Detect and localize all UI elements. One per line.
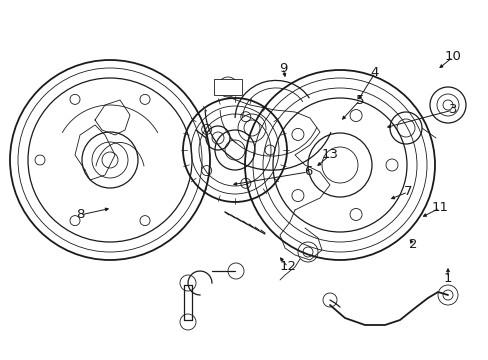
Text: 3: 3 bbox=[448, 104, 456, 117]
Text: 12: 12 bbox=[279, 261, 296, 274]
Text: 13: 13 bbox=[321, 148, 338, 162]
Text: 11: 11 bbox=[430, 202, 447, 215]
Text: 6: 6 bbox=[303, 166, 311, 179]
Text: 5: 5 bbox=[355, 94, 364, 107]
FancyBboxPatch shape bbox=[214, 79, 242, 95]
Text: 8: 8 bbox=[76, 208, 84, 221]
Text: 2: 2 bbox=[408, 238, 416, 251]
Text: 9: 9 bbox=[278, 62, 286, 75]
Text: 7: 7 bbox=[403, 185, 411, 198]
Text: 1: 1 bbox=[443, 271, 451, 284]
Text: 10: 10 bbox=[444, 50, 461, 63]
Text: 4: 4 bbox=[370, 67, 378, 80]
